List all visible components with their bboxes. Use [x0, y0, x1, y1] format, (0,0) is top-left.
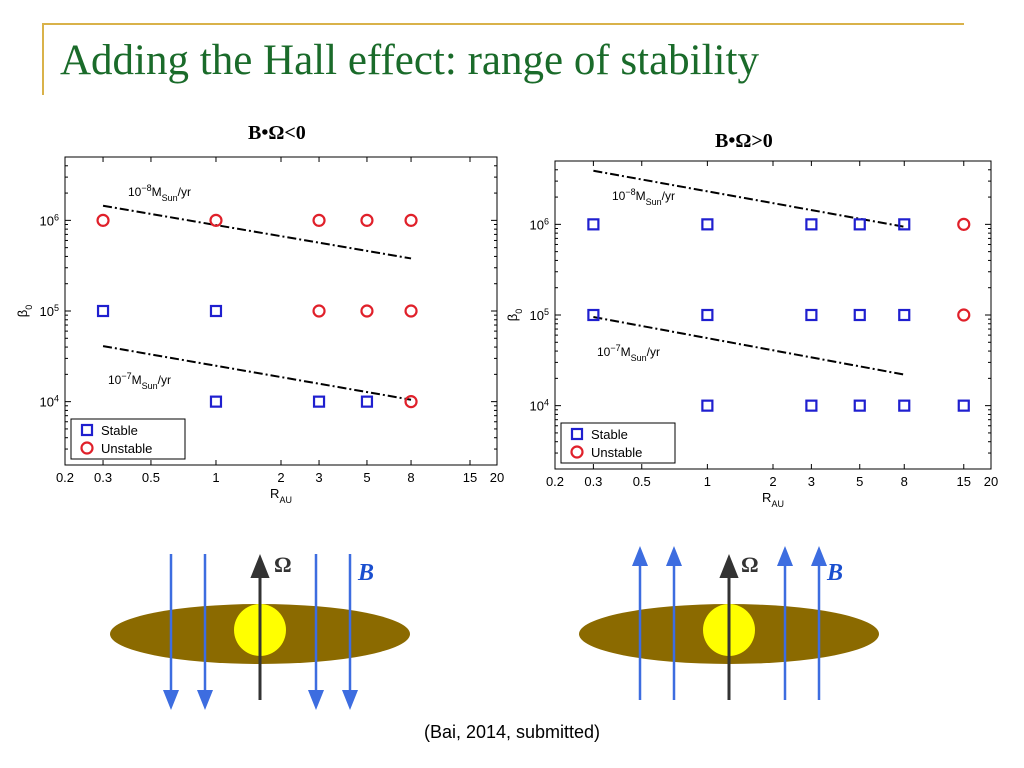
accretion-rate-label: 10−8MSun/yr: [128, 183, 191, 203]
stable-marker: [853, 399, 866, 412]
omega-label: Ω: [741, 552, 759, 577]
unstable-marker: [404, 395, 418, 409]
y-tick-label: 104: [530, 398, 549, 414]
y-axis-label: β0: [505, 309, 524, 322]
x-tick-label: 0.3: [94, 470, 112, 485]
x-tick-label: 3: [808, 474, 815, 489]
unstable-marker: [96, 213, 110, 227]
legend-stable-marker: [570, 427, 584, 441]
stable-marker: [209, 304, 223, 318]
stable-marker: [587, 308, 600, 322]
x-tick-label: 5: [856, 474, 863, 489]
citation-caption: (Bai, 2014, submitted): [423, 722, 601, 742]
x-tick-label: 20: [490, 470, 504, 485]
x-tick-label: 3: [315, 470, 322, 485]
unstable-marker: [957, 308, 971, 322]
stable-marker: [805, 218, 818, 231]
title-accent-line: [42, 23, 964, 25]
chart-title-left: B•Ω<0: [248, 122, 306, 144]
unstable-marker: [312, 304, 326, 318]
stable-marker: [701, 218, 714, 231]
x-tick-label: 15: [957, 474, 971, 489]
stable-marker: [898, 308, 911, 322]
unstable-marker: [404, 304, 418, 318]
y-tick-label: 104: [40, 394, 59, 410]
x-tick-label: 0.5: [633, 474, 651, 489]
stable-marker: [898, 218, 911, 231]
stable-marker: [312, 395, 326, 408]
x-tick-label: 1: [704, 474, 711, 489]
slide-title: Adding the Hall effect: range of stabili…: [60, 37, 759, 84]
unstable-marker: [360, 213, 374, 227]
accretion-rate-label: 10−7MSun/yr: [108, 371, 171, 391]
x-tick-label: 8: [407, 470, 414, 485]
stable-marker: [360, 395, 374, 408]
field-label: B: [826, 560, 843, 586]
x-tick-label: 0.2: [546, 474, 564, 489]
stable-marker: [853, 308, 866, 322]
stable-marker: [587, 218, 600, 231]
unstable-marker: [404, 213, 418, 227]
stable-marker: [805, 308, 818, 322]
unstable-marker: [209, 213, 223, 227]
accretion-rate-label: 10−7MSun/yr: [597, 343, 660, 363]
legend-label: Stable: [101, 423, 138, 438]
x-axis-label: RAU: [270, 486, 292, 505]
unstable-marker: [360, 304, 374, 318]
accretion-rate-line: [593, 169, 905, 228]
y-tick-label: 106: [530, 216, 549, 232]
chart-right: 0.2 0.3 0.5 1 2 3 5 8 15 20 104 105 106 RAU β0 10−8MSun…: [505, 160, 998, 509]
legend-unstable-marker: [80, 441, 94, 455]
x-tick-label: 2: [769, 474, 776, 489]
stable-marker: [853, 218, 866, 231]
stable-marker: [209, 395, 223, 408]
omega-label: Ω: [274, 552, 292, 577]
stable-marker: [957, 399, 970, 412]
stable-marker: [96, 304, 110, 318]
y-tick-label: 105: [40, 303, 59, 319]
x-tick-label: 1: [212, 470, 219, 485]
x-tick-label: 2: [277, 470, 284, 485]
unstable-marker: [957, 217, 971, 231]
x-tick-label: 0.2: [56, 470, 74, 485]
x-tick-label: 8: [901, 474, 908, 489]
x-tick-label: 0.5: [142, 470, 160, 485]
x-tick-label: 15: [463, 470, 477, 485]
legend-label: Stable: [591, 427, 628, 442]
accretion-rate-line: [593, 316, 905, 376]
title-accent-bar: [42, 23, 44, 95]
stable-marker: [701, 308, 714, 322]
x-axis-label: RAU: [762, 490, 784, 509]
chart-title-right: B•Ω>0: [715, 130, 773, 152]
x-tick-label: 20: [984, 474, 998, 489]
accretion-rate-label: 10−8MSun/yr: [612, 187, 675, 207]
legend-label: Unstable: [591, 445, 642, 460]
chart-left: 0.2 0.3 0.5 1 2 3 5 8 15 20 104 105 106 RAU β0 10−8MSun…: [15, 156, 504, 505]
x-tick-label: 0.3: [584, 474, 602, 489]
x-tick-label: 5: [363, 470, 370, 485]
y-tick-label: 106: [40, 212, 59, 228]
field-label: B: [357, 560, 374, 586]
stable-marker: [898, 399, 911, 412]
accretion-rate-line: [102, 204, 412, 260]
accretion-rate-line: [102, 345, 412, 401]
y-tick-label: 105: [530, 307, 549, 323]
unstable-marker: [312, 213, 326, 227]
y-axis-label: β0: [15, 305, 34, 318]
legend-unstable-marker: [570, 445, 584, 459]
legend-label: Unstable: [101, 441, 152, 456]
stable-marker: [701, 399, 714, 412]
stable-marker: [805, 399, 818, 412]
legend-stable-marker: [80, 423, 94, 437]
